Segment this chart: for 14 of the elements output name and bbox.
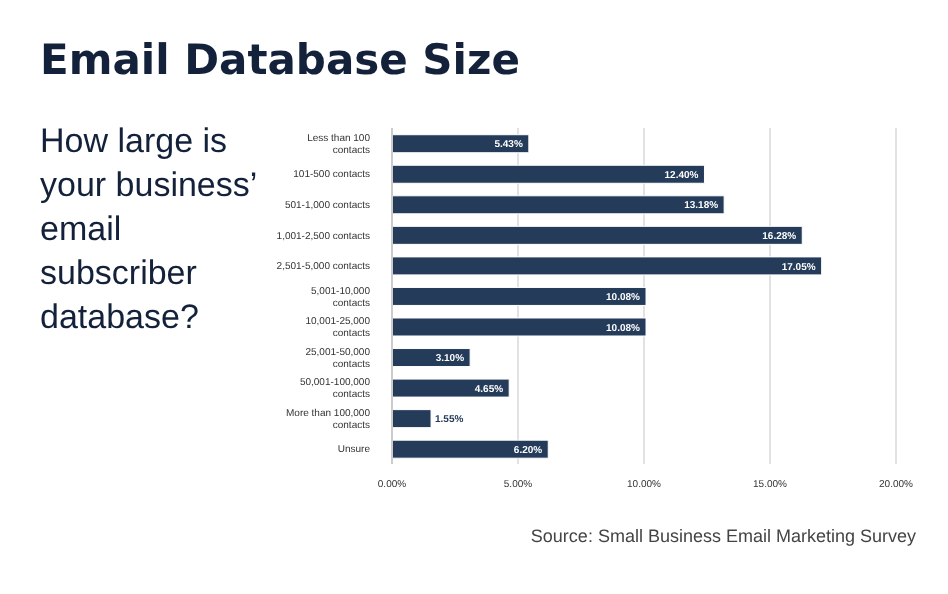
bar	[392, 195, 725, 215]
bar	[392, 348, 471, 368]
chart-title: Email Database Size	[40, 36, 520, 84]
bar	[392, 317, 647, 337]
bar	[392, 225, 803, 245]
bar	[392, 286, 647, 306]
bar	[392, 378, 510, 398]
bar	[392, 164, 705, 184]
source-note: Source: Small Business Email Marketing Survey	[530, 526, 916, 546]
text: How large is your business’ email subscriber database?	[40, 120, 259, 340]
bar	[392, 439, 549, 459]
bar	[392, 409, 432, 429]
bar	[392, 256, 823, 276]
bar	[392, 134, 530, 154]
